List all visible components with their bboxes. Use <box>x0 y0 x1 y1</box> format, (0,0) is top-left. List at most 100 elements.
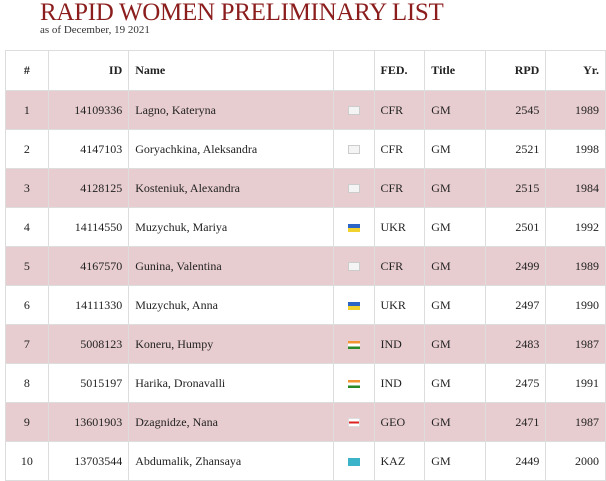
table-cell: 6 <box>5 285 49 325</box>
table-cell: GM <box>424 246 486 286</box>
table-cell: Muzychuk, Anna <box>128 285 334 325</box>
flag-icon <box>347 301 360 310</box>
flag-cell <box>332 402 375 442</box>
table-cell: 1991 <box>545 363 606 403</box>
table-cell: 5 <box>5 246 49 286</box>
table-body: 1 14109336 Lagno, Kateryna CFR GM 2545 1989 2 41… <box>5 90 606 481</box>
table-cell: 2475 <box>484 363 547 403</box>
subtitle: as of December, 19 2021 <box>40 24 150 36</box>
flag-icon <box>347 145 360 155</box>
table-row: 6 14111330 Muzychuk, Anna UKR GM 2497 1990 <box>5 285 606 325</box>
table-cell: KAZ <box>373 441 426 481</box>
table-cell: GM <box>424 168 486 208</box>
flag-cell <box>332 324 375 364</box>
table-cell: Dzagnidze, Nana <box>128 402 334 442</box>
column-header: Name <box>128 50 334 91</box>
table-row: 2 4147103 Goryachkina, Aleksandra CFR GM 2521… <box>5 129 606 169</box>
table-cell: 5008123 <box>47 324 130 364</box>
table-cell: CFR <box>373 129 426 169</box>
table-cell: IND <box>373 324 426 364</box>
table-cell: 1998 <box>545 129 606 169</box>
table-cell: GEO <box>373 402 426 442</box>
header-row: # ID Name FED. Title RPD Yr. <box>5 50 606 91</box>
table-cell: Gunina, Valentina <box>128 246 334 286</box>
table-cell: GM <box>424 363 486 403</box>
table-cell: 1989 <box>545 246 606 286</box>
table-cell: 4167570 <box>47 246 130 286</box>
table-cell: Harika, Dronavalli <box>128 363 334 403</box>
table-row: 10 13703544 Abdumalik, Zhansaya KAZ GM 2449 20… <box>5 441 606 481</box>
table-cell: IND <box>373 363 426 403</box>
table-cell: UKR <box>373 207 426 247</box>
table-cell: 1 <box>5 90 49 130</box>
column-header: Title <box>424 50 486 91</box>
table-cell: 2545 <box>484 90 547 130</box>
flag-icon <box>347 418 360 428</box>
table-cell: 1989 <box>545 90 606 130</box>
table-cell: CFR <box>373 168 426 208</box>
flag-cell <box>332 207 375 247</box>
column-header: # <box>5 50 49 91</box>
table-cell: 7 <box>5 324 49 364</box>
flag-icon <box>347 262 360 272</box>
column-header: RPD <box>484 50 547 91</box>
flag-cell <box>332 168 375 208</box>
table-cell: Muzychuk, Mariya <box>128 207 334 247</box>
table-cell: Goryachkina, Aleksandra <box>128 129 334 169</box>
table-row: 3 4128125 Kosteniuk, Alexandra CFR GM 2515 198… <box>5 168 606 208</box>
flag-cell <box>332 90 375 130</box>
table-cell: Abdumalik, Zhansaya <box>128 441 334 481</box>
page-title: RAPID WOMEN PRELIMINARY LIST <box>40 0 444 26</box>
table-cell: 14109336 <box>47 90 130 130</box>
column-header <box>332 50 375 91</box>
flag-cell <box>332 285 375 325</box>
table-cell: GM <box>424 129 486 169</box>
table-cell: 13601903 <box>47 402 130 442</box>
table-row: 4 14114550 Muzychuk, Mariya UKR GM 2501 1992 <box>5 207 606 247</box>
table-cell: 5015197 <box>47 363 130 403</box>
table-cell: GM <box>424 90 486 130</box>
column-header: FED. <box>373 50 426 91</box>
flag-icon <box>347 379 360 388</box>
table-cell: 4147103 <box>47 129 130 169</box>
table-cell: 1987 <box>545 402 606 442</box>
flag-icon <box>347 340 360 349</box>
table-cell: 2515 <box>484 168 547 208</box>
table-cell: 1990 <box>545 285 606 325</box>
flag-icon <box>347 184 360 194</box>
table-cell: 2471 <box>484 402 547 442</box>
table-row: 1 14109336 Lagno, Kateryna CFR GM 2545 1989 <box>5 90 606 130</box>
table-cell: 4128125 <box>47 168 130 208</box>
table-cell: GM <box>424 441 486 481</box>
ranking-table: # ID Name FED. Title RPD Yr. 1 14109336 Lagno, K… <box>5 50 606 481</box>
table-cell: UKR <box>373 285 426 325</box>
table-cell: 9 <box>5 402 49 442</box>
table-cell: CFR <box>373 246 426 286</box>
table-cell: GM <box>424 207 486 247</box>
table-row: 9 13601903 Dzagnidze, Nana GEO GM 2471 1987 <box>5 402 606 442</box>
table-row: 5 4167570 Gunina, Valentina CFR GM 2499 1989 <box>5 246 606 286</box>
table-cell: 4 <box>5 207 49 247</box>
table-cell: 2499 <box>484 246 547 286</box>
flag-icon <box>347 106 360 116</box>
flag-icon <box>347 223 360 232</box>
flag-cell <box>332 246 375 286</box>
table-cell: Kosteniuk, Alexandra <box>128 168 334 208</box>
table-cell: Koneru, Humpy <box>128 324 334 364</box>
table-cell: 2483 <box>484 324 547 364</box>
table-cell: GM <box>424 285 486 325</box>
table-cell: 8 <box>5 363 49 403</box>
table-cell: 2000 <box>545 441 606 481</box>
table-cell: 3 <box>5 168 49 208</box>
flag-cell <box>332 363 375 403</box>
column-header: ID <box>47 50 130 91</box>
table-cell: 13703544 <box>47 441 130 481</box>
flag-cell <box>332 441 375 481</box>
table-cell: 2 <box>5 129 49 169</box>
table-cell: 14111330 <box>47 285 130 325</box>
table-cell: 10 <box>5 441 49 481</box>
table-cell: 2497 <box>484 285 547 325</box>
table-cell: 1984 <box>545 168 606 208</box>
table-cell: 2501 <box>484 207 547 247</box>
